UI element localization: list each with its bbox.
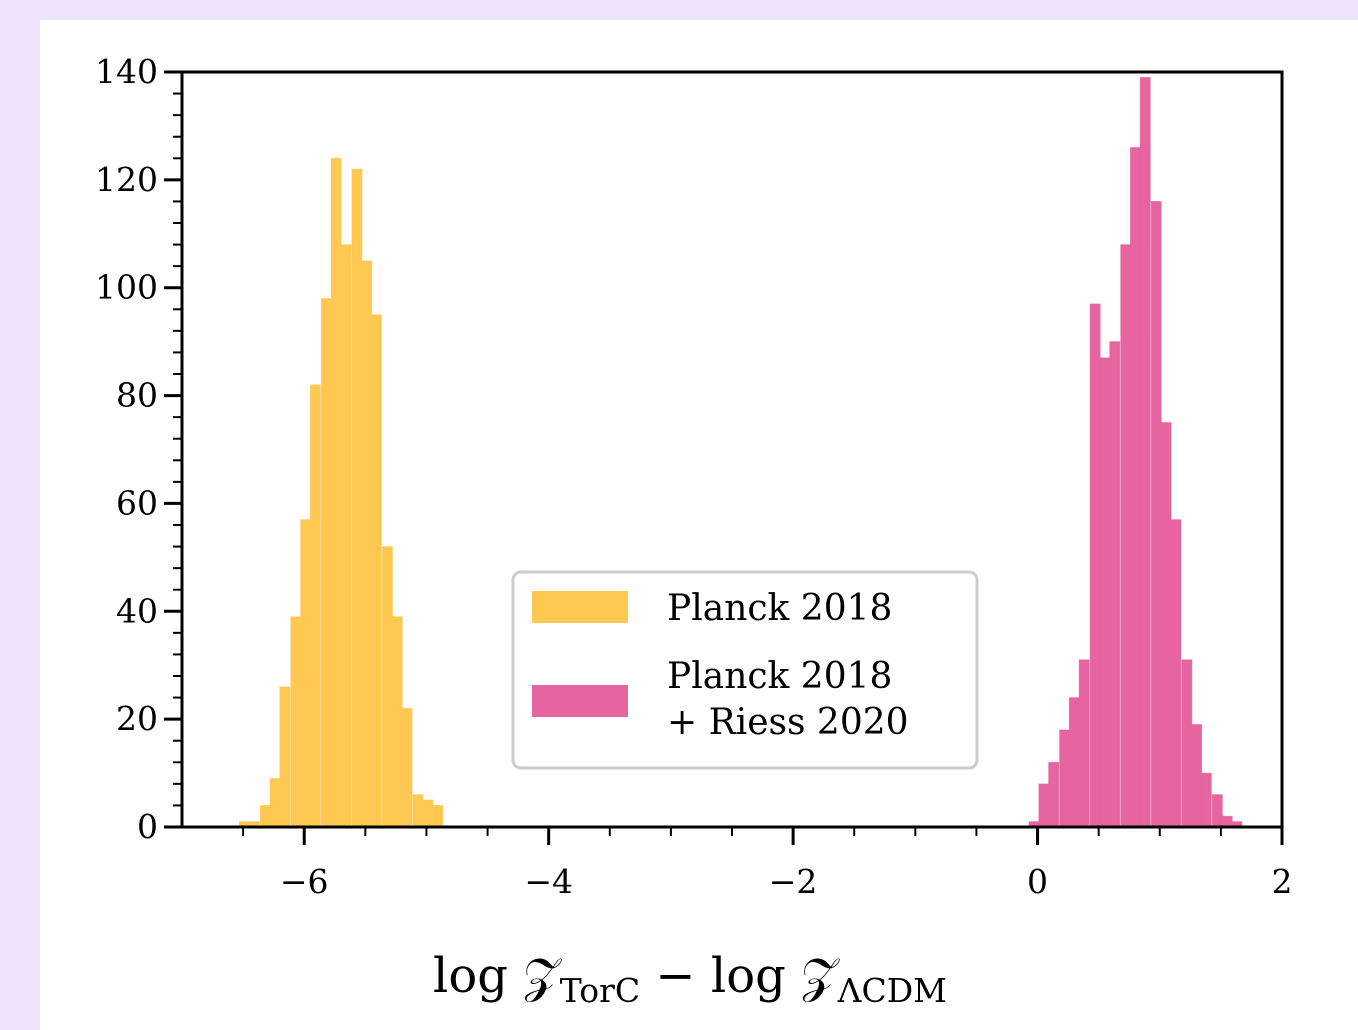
histogram-bar-planck	[309, 384, 321, 828]
x-tick-label: −6	[280, 862, 329, 901]
histogram-bar-planck-riess	[1200, 772, 1212, 828]
y-tick-label: 120	[95, 160, 158, 199]
legend-label-planck: Planck 2018	[667, 588, 892, 629]
legend-label-planck-riess: Planck 2018 + Riess 2020	[667, 656, 909, 743]
histogram-bar-planck-riess	[1160, 422, 1172, 828]
histogram-bar-planck-riess	[1211, 794, 1223, 828]
y-tick-label: 140	[95, 52, 158, 91]
histogram-bar-planck-riess	[1078, 659, 1090, 828]
histogram-bar-planck	[401, 708, 413, 828]
histogram-bar-planck	[279, 686, 291, 828]
histogram-bar-planck	[422, 799, 434, 828]
histogram-bar-planck	[259, 805, 271, 828]
x-tick-label: −4	[524, 862, 573, 901]
histogram-bar-planck	[330, 157, 342, 828]
y-tick-label: 60	[116, 483, 158, 522]
histogram-bar-planck	[370, 314, 382, 828]
histogram-bar-planck-riess	[1191, 724, 1203, 828]
histogram-bar-planck	[351, 168, 363, 828]
x-tick-label: 2	[1272, 862, 1293, 901]
histogram-bar-planck	[361, 260, 373, 828]
x-tick-label: 0	[1027, 862, 1048, 901]
histogram-bar-planck-riess	[1139, 77, 1151, 828]
histogram-bar-planck-riess	[1181, 659, 1193, 828]
histogram-bar-planck-riess	[1089, 303, 1101, 828]
legend-frame	[511, 570, 979, 770]
x-tick-label: −2	[769, 862, 818, 901]
histogram-bar-planck-riess	[1170, 519, 1182, 828]
histogram-bar-planck-riess	[1150, 200, 1162, 828]
histogram-bar-planck	[320, 298, 332, 828]
histogram-bar-planck-riess	[1120, 244, 1132, 828]
histogram-bar-planck	[412, 794, 424, 828]
histogram-bar-planck	[381, 546, 393, 828]
histogram-bar-planck-riess	[1099, 357, 1111, 828]
histogram-chart: 0 20 40 60 80 100 120 140 −6 −4 −2 0 2 Planck 2018 P…	[95, 52, 1293, 1010]
y-tick-label: 20	[116, 699, 158, 738]
histogram-bar-planck-riess	[1059, 729, 1071, 828]
chart-panel: 0 20 40 60 80 100 120 140 −6 −4 −2 0 2 Planck 2018 P…	[40, 20, 1358, 1030]
legend: Planck 2018 Planck 2018 + Riess 2020	[511, 570, 979, 770]
histogram-bar-planck-riess	[1048, 761, 1060, 828]
y-tick-label: 0	[137, 807, 158, 846]
y-tick-label: 100	[95, 268, 158, 307]
legend-swatch-planck-riess	[532, 685, 628, 717]
histogram-bar-planck-riess	[1130, 147, 1141, 828]
histogram-bar-planck-riess	[1109, 341, 1121, 828]
histogram-bar-planck	[432, 805, 444, 828]
histogram-bar-planck-riess	[1221, 815, 1233, 828]
histogram-bar-planck	[300, 519, 312, 828]
x-axis-label: log 𝒵TorC − log 𝒵ΛCDM	[433, 948, 947, 1010]
histogram-bars	[238, 77, 1243, 828]
histogram-bar-planck	[340, 244, 352, 828]
axes: 0 20 40 60 80 100 120 140 −6 −4 −2 0 2	[95, 52, 1293, 901]
histogram-bar-planck	[269, 778, 281, 828]
histogram-bar-planck-riess	[1038, 783, 1050, 828]
histogram-bar-planck	[391, 616, 403, 828]
y-tick-label: 40	[116, 591, 158, 630]
histogram-bar-planck	[290, 616, 302, 828]
legend-swatch-planck	[532, 591, 628, 623]
y-tick-label: 80	[116, 376, 158, 415]
histogram-bar-planck-riess	[1068, 697, 1080, 828]
